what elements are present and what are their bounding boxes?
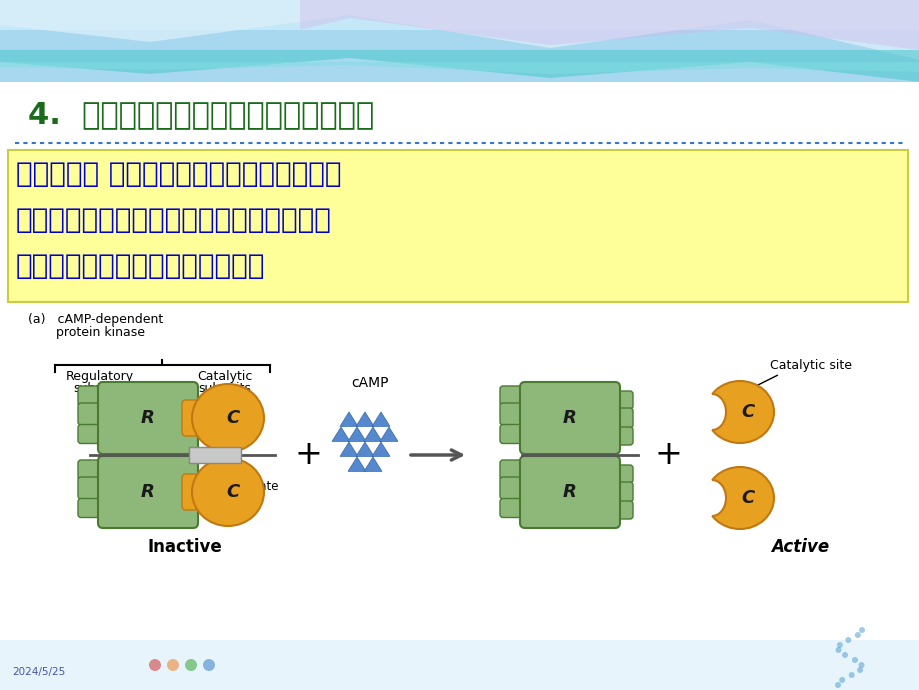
Ellipse shape: [192, 384, 264, 452]
Circle shape: [854, 632, 860, 638]
Polygon shape: [371, 412, 390, 426]
Circle shape: [167, 659, 179, 671]
Circle shape: [858, 627, 864, 633]
Polygon shape: [347, 457, 366, 471]
FancyBboxPatch shape: [607, 391, 632, 409]
FancyBboxPatch shape: [78, 477, 106, 499]
Text: C: C: [226, 483, 239, 501]
Polygon shape: [300, 0, 919, 50]
Text: 2024/5/25: 2024/5/25: [12, 667, 65, 677]
Text: +: +: [653, 439, 681, 471]
Polygon shape: [347, 427, 366, 442]
FancyBboxPatch shape: [0, 640, 919, 690]
Polygon shape: [356, 412, 374, 426]
Ellipse shape: [698, 480, 725, 516]
FancyBboxPatch shape: [188, 447, 241, 463]
Text: Catalytic site: Catalytic site: [769, 359, 851, 371]
Text: R: R: [562, 409, 576, 427]
Text: subunits: subunits: [74, 382, 126, 395]
Text: R: R: [141, 483, 154, 501]
Polygon shape: [0, 0, 919, 60]
FancyBboxPatch shape: [78, 403, 106, 425]
FancyBboxPatch shape: [499, 477, 528, 499]
Text: Pseudosubstrate: Pseudosubstrate: [180, 480, 279, 493]
Text: R: R: [141, 409, 154, 427]
FancyBboxPatch shape: [499, 424, 528, 444]
Polygon shape: [356, 442, 374, 456]
Text: Active: Active: [770, 538, 828, 556]
FancyBboxPatch shape: [607, 465, 632, 483]
FancyBboxPatch shape: [607, 482, 632, 502]
Ellipse shape: [705, 467, 773, 529]
Text: 4.  活性中心外的必需基团（调控部位）: 4. 活性中心外的必需基团（调控部位）: [28, 100, 374, 129]
Text: C: C: [226, 409, 239, 427]
Ellipse shape: [192, 458, 264, 526]
FancyBboxPatch shape: [607, 501, 632, 519]
Circle shape: [185, 659, 197, 671]
Circle shape: [203, 659, 215, 671]
Text: protein kinase: protein kinase: [28, 326, 145, 339]
Polygon shape: [364, 427, 381, 442]
Text: (a)   cAMP-dependent: (a) cAMP-dependent: [28, 313, 163, 326]
Text: C: C: [741, 489, 754, 507]
Text: 分子结合的部位，从而引起醂分子空间构象: 分子结合的部位，从而引起醂分子空间构象: [16, 206, 332, 234]
Text: Catalytic: Catalytic: [197, 370, 253, 383]
Polygon shape: [332, 427, 349, 442]
Text: 调控部位： 醂分子中存在着一些可以与其他: 调控部位： 醂分子中存在着一些可以与其他: [16, 160, 341, 188]
FancyBboxPatch shape: [98, 382, 198, 454]
Text: 的变化，对醂起激活或抑制作用。: 的变化，对醂起激活或抑制作用。: [16, 252, 265, 280]
Circle shape: [841, 652, 847, 658]
Text: Inactive: Inactive: [147, 538, 222, 556]
Ellipse shape: [705, 381, 773, 443]
Polygon shape: [340, 412, 357, 426]
Polygon shape: [340, 442, 357, 456]
FancyBboxPatch shape: [78, 460, 106, 480]
FancyBboxPatch shape: [499, 386, 528, 406]
FancyBboxPatch shape: [0, 0, 919, 82]
FancyBboxPatch shape: [0, 82, 919, 690]
FancyBboxPatch shape: [182, 400, 210, 436]
FancyBboxPatch shape: [607, 408, 632, 428]
Circle shape: [149, 659, 161, 671]
Polygon shape: [0, 62, 919, 74]
FancyBboxPatch shape: [499, 460, 528, 480]
Circle shape: [834, 682, 840, 688]
Polygon shape: [371, 442, 390, 456]
FancyBboxPatch shape: [78, 498, 106, 518]
Polygon shape: [380, 427, 398, 442]
Ellipse shape: [698, 394, 725, 430]
FancyBboxPatch shape: [499, 498, 528, 518]
Polygon shape: [0, 50, 919, 82]
FancyBboxPatch shape: [182, 474, 210, 510]
Circle shape: [848, 672, 854, 678]
Text: R: R: [562, 483, 576, 501]
FancyBboxPatch shape: [78, 424, 106, 444]
Circle shape: [845, 637, 850, 643]
Circle shape: [857, 667, 862, 673]
Circle shape: [836, 642, 842, 648]
FancyBboxPatch shape: [0, 0, 919, 30]
FancyBboxPatch shape: [499, 403, 528, 425]
FancyBboxPatch shape: [519, 382, 619, 454]
Circle shape: [851, 657, 857, 663]
Text: cAMP: cAMP: [351, 376, 389, 390]
FancyBboxPatch shape: [98, 456, 198, 528]
FancyBboxPatch shape: [8, 150, 907, 302]
Circle shape: [834, 647, 841, 653]
FancyBboxPatch shape: [607, 427, 632, 445]
Text: C: C: [741, 403, 754, 421]
Text: subunits: subunits: [199, 382, 251, 395]
FancyBboxPatch shape: [519, 456, 619, 528]
FancyBboxPatch shape: [78, 386, 106, 406]
Text: +: +: [294, 439, 322, 471]
Polygon shape: [364, 457, 381, 471]
Circle shape: [857, 662, 864, 668]
Circle shape: [838, 677, 845, 683]
Text: Regulatory: Regulatory: [66, 370, 134, 383]
